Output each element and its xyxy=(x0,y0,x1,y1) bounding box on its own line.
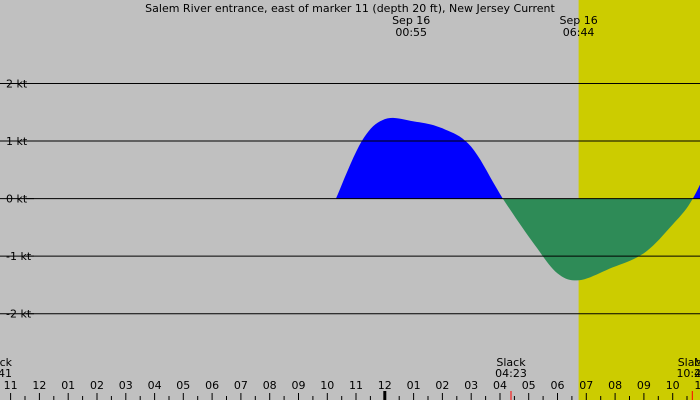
chart-title: Salem River entrance, east of marker 11 … xyxy=(145,2,555,15)
hour-tick-label: 12 xyxy=(32,379,46,392)
hour-tick-label: 07 xyxy=(234,379,248,392)
hour-axis: 11 12 01 02 03 04 05 06 07 08 09 10 11 12 01 02 03 04 05 06… xyxy=(4,379,700,400)
hour-tick-label: 09 xyxy=(637,379,651,392)
hour-tick-label: 10 xyxy=(320,379,334,392)
ebb-current-area xyxy=(335,198,700,281)
hour-tick-label: 04 xyxy=(148,379,162,392)
y-tick-label: 0 kt xyxy=(6,193,28,206)
hour-tick-label: 02 xyxy=(90,379,104,392)
event-time-label: 10:41 xyxy=(676,367,700,380)
hour-tick-label: 05 xyxy=(176,379,190,392)
top-time-label: 00:55 xyxy=(395,26,427,39)
event-name-label: ack xyxy=(0,356,13,369)
hour-tick-label: 01 xyxy=(61,379,75,392)
event-time-label: 41 xyxy=(0,367,12,380)
event-name-label: Slack xyxy=(678,356,700,369)
top-date-label: Sep 16 xyxy=(559,14,597,27)
event-name-label: Slack xyxy=(496,356,526,369)
hour-tick-label: 09 xyxy=(292,379,306,392)
event-time-label: 2 xyxy=(694,367,700,380)
hour-tick-label: 03 xyxy=(119,379,133,392)
y-axis-labels: 2 kt 1 kt 0 kt -1 kt -2 kt xyxy=(6,78,32,321)
hour-tick-label: 12 xyxy=(378,379,392,392)
y-tick-label: -2 kt xyxy=(6,308,32,321)
hour-tick-label: 10 xyxy=(666,379,680,392)
hour-tick-label: 06 xyxy=(551,379,565,392)
y-tick-label: -1 kt xyxy=(6,250,32,263)
event-time-label: 04:23 xyxy=(495,367,527,380)
grid-lines xyxy=(0,83,700,315)
top-time-label: 06:44 xyxy=(563,26,595,39)
hour-tick-label: 04 xyxy=(493,379,507,392)
hour-tick-label: 08 xyxy=(608,379,622,392)
y-tick-label: 2 kt xyxy=(6,78,28,91)
hour-tick-label: 02 xyxy=(435,379,449,392)
hour-tick-label: 06 xyxy=(205,379,219,392)
flood-current-area xyxy=(335,117,700,199)
hour-tick-label: 08 xyxy=(263,379,277,392)
hour-tick-label: 11 xyxy=(694,379,700,392)
hour-tick-label: 11 xyxy=(349,379,363,392)
hour-tick-label: 11 xyxy=(4,379,18,392)
hour-tick-label: 05 xyxy=(522,379,536,392)
hour-tick-label: 07 xyxy=(579,379,593,392)
hour-tick-label: 01 xyxy=(407,379,421,392)
bottom-event-labels: ack41Slack04:23Slack10:41Mrise12:37Slack… xyxy=(0,356,700,400)
midnight-marker xyxy=(383,391,387,400)
top-date-label: Sep 16 xyxy=(392,14,430,27)
event-name-label: M xyxy=(694,356,700,369)
hour-tick-label: 03 xyxy=(464,379,478,392)
y-tick-label: 1 kt xyxy=(6,135,28,148)
